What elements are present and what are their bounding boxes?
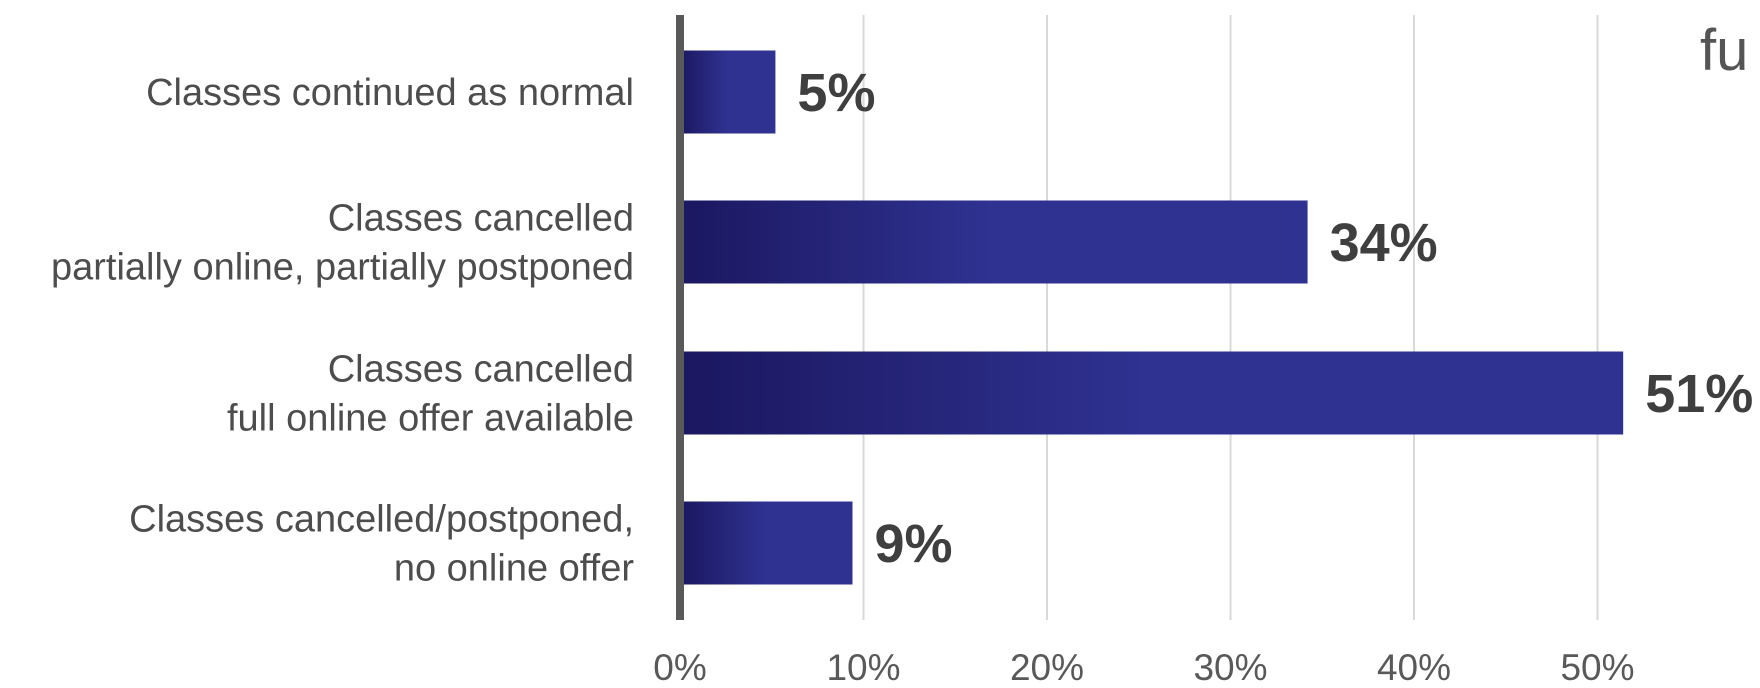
x-tick-label: 40% xyxy=(1377,647,1451,688)
x-tick-label: 50% xyxy=(1560,647,1634,688)
data-label: 9% xyxy=(874,514,952,574)
bar xyxy=(680,50,776,134)
category-label: Classes cancelled/postponed, xyxy=(129,499,634,541)
category-label: partially online, partially postponed xyxy=(51,247,634,289)
bar xyxy=(680,501,853,585)
category-label: Classes continued as normal xyxy=(146,72,634,114)
x-tick-label: 20% xyxy=(1010,647,1084,688)
category-label: Classes cancelled xyxy=(328,198,634,240)
x-tick-label: 0% xyxy=(653,647,706,688)
cropped-corner-text: fu xyxy=(1700,18,1748,83)
data-label: 34% xyxy=(1330,213,1438,273)
x-tick-label: 30% xyxy=(1193,647,1267,688)
bars xyxy=(680,50,1624,585)
data-label: 5% xyxy=(797,63,875,123)
bar xyxy=(680,200,1308,284)
category-labels: Classes continued as normal Classes cance… xyxy=(51,72,634,590)
category-label: no online offer xyxy=(394,548,634,590)
data-label: 51% xyxy=(1645,364,1753,424)
gridlines xyxy=(862,15,1599,620)
x-tick-label: 10% xyxy=(826,647,900,688)
category-label: full online offer available xyxy=(227,398,634,440)
x-axis-ticks: 0% 10% 20% 30% 40% 50% xyxy=(653,647,1634,688)
value-labels: 5% 34% 51% 9% xyxy=(797,63,1753,574)
bar xyxy=(680,351,1624,435)
category-label: Classes cancelled xyxy=(328,349,634,391)
